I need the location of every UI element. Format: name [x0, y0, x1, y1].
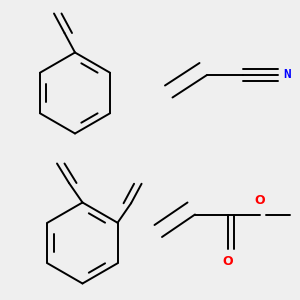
- Text: O: O: [223, 255, 233, 268]
- Text: N: N: [284, 68, 291, 82]
- Text: O: O: [254, 194, 265, 207]
